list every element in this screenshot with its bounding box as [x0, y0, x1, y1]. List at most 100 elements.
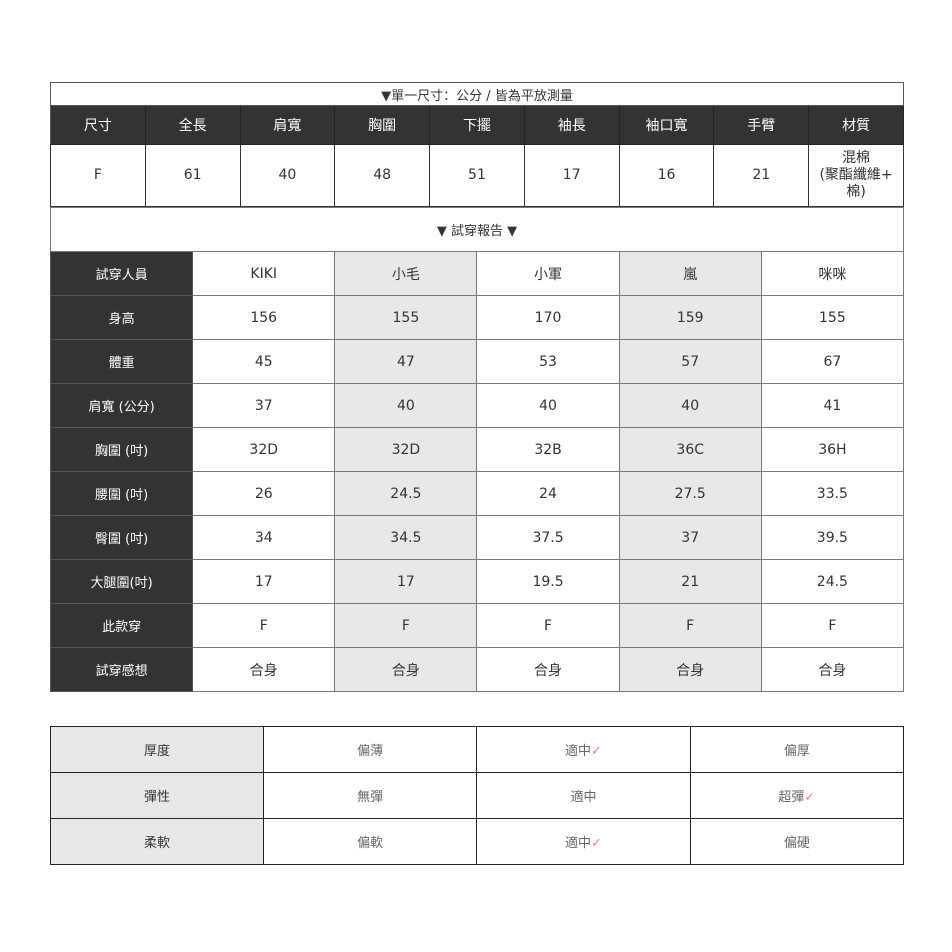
- size-table-title: ▼單一尺寸：公分 / 皆為平放測量: [50, 82, 904, 106]
- fit-row-label: 身高: [49, 295, 194, 340]
- fit-report-row: 腰圍 (吋) 26 24.5 24 27.5 33.5: [49, 471, 905, 516]
- fit-value-cell: 36H: [760, 427, 905, 472]
- fit-value-cell: 21: [618, 559, 762, 604]
- fit-report-row: 身高 156 155 170 159 155: [49, 295, 905, 340]
- fit-value-cell: 40: [334, 383, 478, 428]
- option-label: 偏硬: [783, 836, 810, 851]
- fit-report-title: ▼ 試穿報告 ▼: [50, 207, 904, 252]
- option-label: 偏厚: [783, 744, 810, 759]
- fit-value-cell: 37: [192, 383, 336, 428]
- size-header-cell: 袖長: [523, 105, 620, 145]
- fit-value-cell: 159: [618, 295, 762, 340]
- option-label: 適中: [570, 790, 597, 805]
- size-header-cell: 材質: [808, 105, 904, 145]
- fit-report-row: 試穿感想 合身 合身 合身 合身 合身: [49, 647, 905, 692]
- fit-value-cell: 27.5: [618, 471, 762, 516]
- fit-row-label: 此款穿: [49, 603, 194, 648]
- fit-value-cell: 67: [760, 339, 905, 384]
- property-option: 偏薄: [262, 726, 478, 773]
- option-label: 適中: [565, 836, 592, 851]
- fit-value-cell: 34.5: [334, 515, 478, 560]
- fit-value-cell: 57: [618, 339, 762, 384]
- size-value-cell: 混棉 (聚酯纖維+ 棉): [808, 144, 904, 207]
- fit-value-cell: F: [334, 603, 478, 648]
- property-option: 偏軟: [262, 818, 478, 865]
- fit-row-label: 試穿感想: [49, 647, 194, 692]
- fit-row-label: 胸圍 (吋): [49, 427, 194, 472]
- size-header-cell: 胸圍: [334, 105, 431, 145]
- fit-value-cell: F: [618, 603, 762, 648]
- fit-value-cell: 小毛: [334, 251, 478, 296]
- fit-value-cell: 41: [760, 383, 905, 428]
- check-mark-icon: ✓: [591, 744, 602, 759]
- fit-value-cell: 40: [618, 383, 762, 428]
- fit-value-cell: 155: [334, 295, 478, 340]
- size-header-cell: 肩寬: [239, 105, 336, 145]
- fit-value-cell: 17: [334, 559, 478, 604]
- fit-value-cell: 32D: [192, 427, 336, 472]
- size-value-cell: 40: [239, 144, 336, 207]
- fit-value-cell: 合身: [476, 647, 620, 692]
- property-row: 彈性 無彈 適中 超彈✓: [50, 772, 905, 819]
- fit-value-cell: 33.5: [760, 471, 905, 516]
- property-option: 超彈✓: [689, 772, 905, 819]
- size-value-cell: 48: [334, 144, 431, 207]
- fit-value-cell: 24.5: [760, 559, 905, 604]
- property-label: 厚度: [50, 726, 264, 773]
- fit-value-cell: 170: [476, 295, 620, 340]
- size-header-cell: 袖口寬: [618, 105, 715, 145]
- fabric-properties-table: 厚度 偏薄 適中✓ 偏厚 彈性 無彈 適中 超彈✓ 柔軟 偏軟 適中✓ 偏硬: [50, 726, 905, 865]
- fit-report-row: 大腿圍(吋) 17 17 19.5 21 24.5: [49, 559, 905, 604]
- fit-value-cell: 155: [760, 295, 905, 340]
- fit-row-label: 試穿人員: [49, 251, 194, 296]
- property-row: 柔軟 偏軟 適中✓ 偏硬: [50, 818, 905, 865]
- fit-value-cell: 嵐: [618, 251, 762, 296]
- option-label: 偏薄: [357, 744, 384, 759]
- fit-value-cell: 合身: [192, 647, 336, 692]
- fit-row-label: 大腿圍(吋): [49, 559, 194, 604]
- fit-row-label: 臀圍 (吋): [49, 515, 194, 560]
- fit-value-cell: F: [476, 603, 620, 648]
- property-option: 適中✓: [476, 726, 691, 773]
- fit-report-row: 臀圍 (吋) 34 34.5 37.5 37 39.5: [49, 515, 905, 560]
- size-header-cell: 全長: [144, 105, 241, 145]
- property-option: 適中: [476, 772, 691, 819]
- fit-value-cell: 53: [476, 339, 620, 384]
- fit-value-cell: 17: [192, 559, 336, 604]
- option-label: 適中: [565, 744, 592, 759]
- check-mark-icon: ✓: [804, 790, 816, 805]
- fit-value-cell: 19.5: [476, 559, 620, 604]
- size-header-cell: 尺寸: [50, 105, 146, 145]
- size-value-cell: 16: [618, 144, 715, 207]
- property-label: 柔軟: [50, 818, 264, 865]
- fit-row-label: 腰圍 (吋): [49, 471, 194, 516]
- fit-value-cell: F: [760, 603, 905, 648]
- fit-value-cell: 36C: [618, 427, 762, 472]
- fit-row-label: 肩寬 (公分): [49, 383, 194, 428]
- fit-value-cell: 合身: [618, 647, 762, 692]
- fit-value-cell: 26: [192, 471, 336, 516]
- size-value-cell: 21: [713, 144, 810, 207]
- fit-value-cell: 34: [192, 515, 336, 560]
- property-option: 無彈: [262, 772, 478, 819]
- fit-value-cell: 咪咪: [760, 251, 905, 296]
- property-option: 偏硬: [689, 818, 905, 865]
- check-mark-icon: ✓: [591, 836, 602, 851]
- size-value-cell: 51: [429, 144, 525, 207]
- size-header-cell: 手臂: [713, 105, 810, 145]
- fit-value-cell: 32D: [334, 427, 478, 472]
- fit-value-cell: 37: [618, 515, 762, 560]
- fit-report-row: 體重 45 47 53 57 67: [49, 339, 905, 384]
- property-option: 偏厚: [689, 726, 905, 773]
- fit-value-cell: 合身: [334, 647, 478, 692]
- fit-report-row: 此款穿 F F F F F: [49, 603, 905, 648]
- option-label: 無彈: [357, 790, 384, 805]
- size-header-cell: 下擺: [429, 105, 525, 145]
- fit-report-table: ▼ 試穿報告 ▼ 試穿人員 KIKI 小毛 小軍嵐咪咪 身高 156 155 170 159 15…: [49, 207, 905, 692]
- fit-report-row: 試穿人員 KIKI 小毛 小軍嵐咪咪: [49, 251, 905, 296]
- fit-value-cell: 40: [476, 383, 620, 428]
- option-label: 偏軟: [357, 836, 384, 851]
- size-value-cell: 61: [144, 144, 241, 207]
- fit-value-cell: 24: [476, 471, 620, 516]
